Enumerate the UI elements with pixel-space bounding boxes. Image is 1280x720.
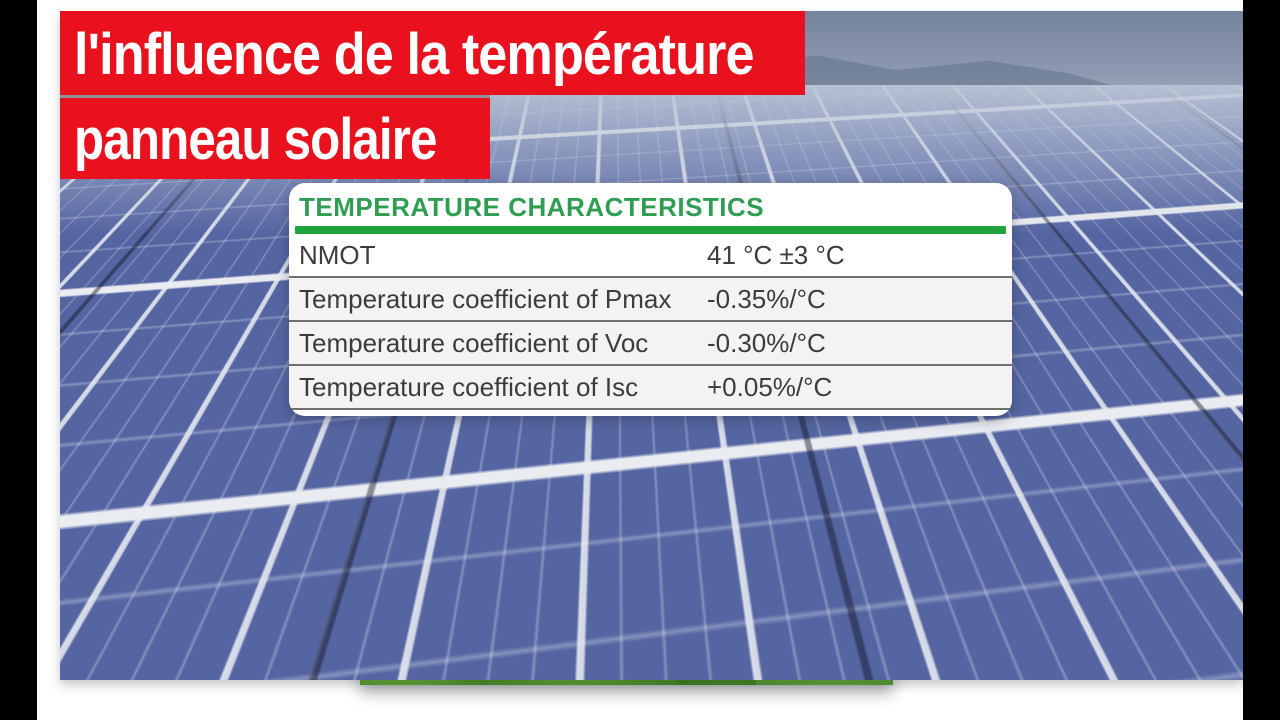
title-text-line1: l'influence de la température [74,22,755,87]
temperature-characteristics-card: TEMPERATURE CHARACTERISTICS NMOT 41 °C ±… [289,183,1012,416]
letterbox-bar-left [0,0,37,720]
row-value: 41 °C ±3 °C [707,239,845,270]
row-label: NMOT [299,239,376,270]
title-banner-line1: l'influence de la température [60,11,805,95]
row-label: Temperature coefficient of Pmax [299,283,672,314]
row-label: Temperature coefficient of Isc [299,371,639,402]
table-row: Temperature coefficient of Voc -0.30%/°C [289,322,1012,366]
title-banner-line2: panneau solaire [60,95,490,179]
letterbox-bar-right [1243,0,1280,720]
house-photo [360,418,893,685]
table-row: Temperature coefficient of Pmax -0.35%/°… [289,278,1012,322]
thumbnail-page: Temperature coefficient of Isc +0.05%/°C… [37,0,1243,720]
row-value: -0.35%/°C [707,283,826,314]
card-title: TEMPERATURE CHARACTERISTICS [299,192,765,222]
table-row: Temperature coefficient of Isc +0.05%/°C [289,366,1012,410]
row-label: Temperature coefficient of Voc [299,327,649,358]
row-value: +0.05%/°C [707,371,833,402]
reflected-row-value: +0.05%/°C [707,439,833,470]
green-accent-bar [295,226,1006,234]
reflected-row-label: Temperature coefficient of Isc [299,439,639,470]
row-value: -0.30%/°C [707,327,826,358]
table-reflection: Temperature coefficient of Isc +0.05%/°C [289,416,1012,476]
reflected-row: Temperature coefficient of Isc +0.05%/°C [289,430,1012,476]
title-text-line2: panneau solaire [74,107,437,172]
table-row: NMOT 41 °C ±3 °C [289,234,1012,278]
